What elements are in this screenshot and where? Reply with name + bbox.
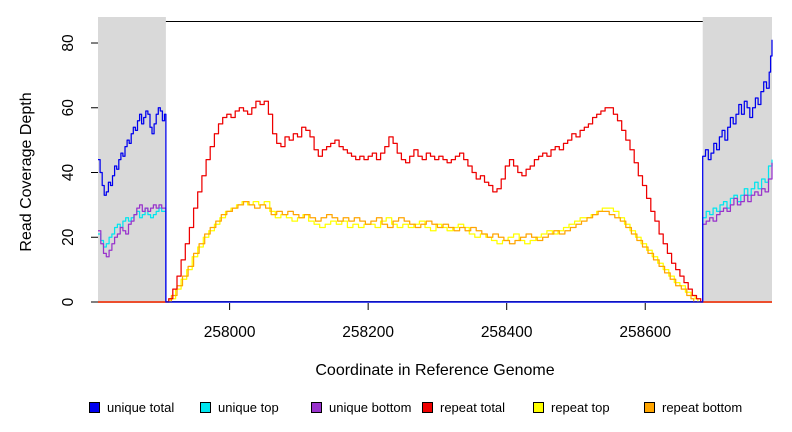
masked-region-right xyxy=(702,17,772,303)
legend-label: unique top xyxy=(218,400,279,415)
legend-label: repeat top xyxy=(551,400,610,415)
legend-swatch-unique-total xyxy=(89,402,100,413)
legend-item: unique total xyxy=(89,400,200,415)
legend-label: repeat bottom xyxy=(662,400,743,415)
legend-swatch-unique-top xyxy=(200,402,211,413)
y-axis-title: Read Coverage Depth xyxy=(18,92,35,252)
legend-label: unique bottom xyxy=(329,400,412,415)
legend-label: unique total xyxy=(107,400,175,415)
y-tick-label: 20 xyxy=(60,228,77,246)
legend-swatch-repeat-total xyxy=(422,402,433,413)
x-tick-label: 258400 xyxy=(481,324,533,341)
series-line-unique-total xyxy=(98,39,773,303)
plot-box xyxy=(98,21,772,302)
legend-swatch-unique-bottom xyxy=(311,402,322,413)
y-tick-label: 40 xyxy=(60,164,77,182)
legend-item: unique bottom xyxy=(311,400,422,415)
legend-item: repeat top xyxy=(533,400,644,415)
legend-label: repeat total xyxy=(440,400,506,415)
legend-item: unique top xyxy=(200,400,311,415)
legend-item: repeat total xyxy=(422,400,533,415)
x-tick-label: 258600 xyxy=(619,324,671,341)
series-line-repeat-total xyxy=(98,100,772,303)
y-tick-label: 60 xyxy=(60,99,77,117)
legend-item: repeat bottom xyxy=(644,400,742,415)
legend-swatch-repeat-top xyxy=(533,402,544,413)
y-tick-label: 0 xyxy=(60,297,77,306)
legend: unique total unique top unique bottom repea… xyxy=(89,400,742,415)
x-tick-label: 258000 xyxy=(204,324,256,341)
series-line-unique-bottom xyxy=(98,162,773,303)
masked-region-left xyxy=(98,17,166,303)
legend-swatch-repeat-bottom xyxy=(644,402,655,413)
x-tick-label: 258200 xyxy=(342,324,394,341)
series-line-repeat-bottom xyxy=(98,200,772,303)
x-axis-title: Coordinate in Reference Genome xyxy=(315,362,555,379)
y-tick-label: 80 xyxy=(60,34,77,52)
